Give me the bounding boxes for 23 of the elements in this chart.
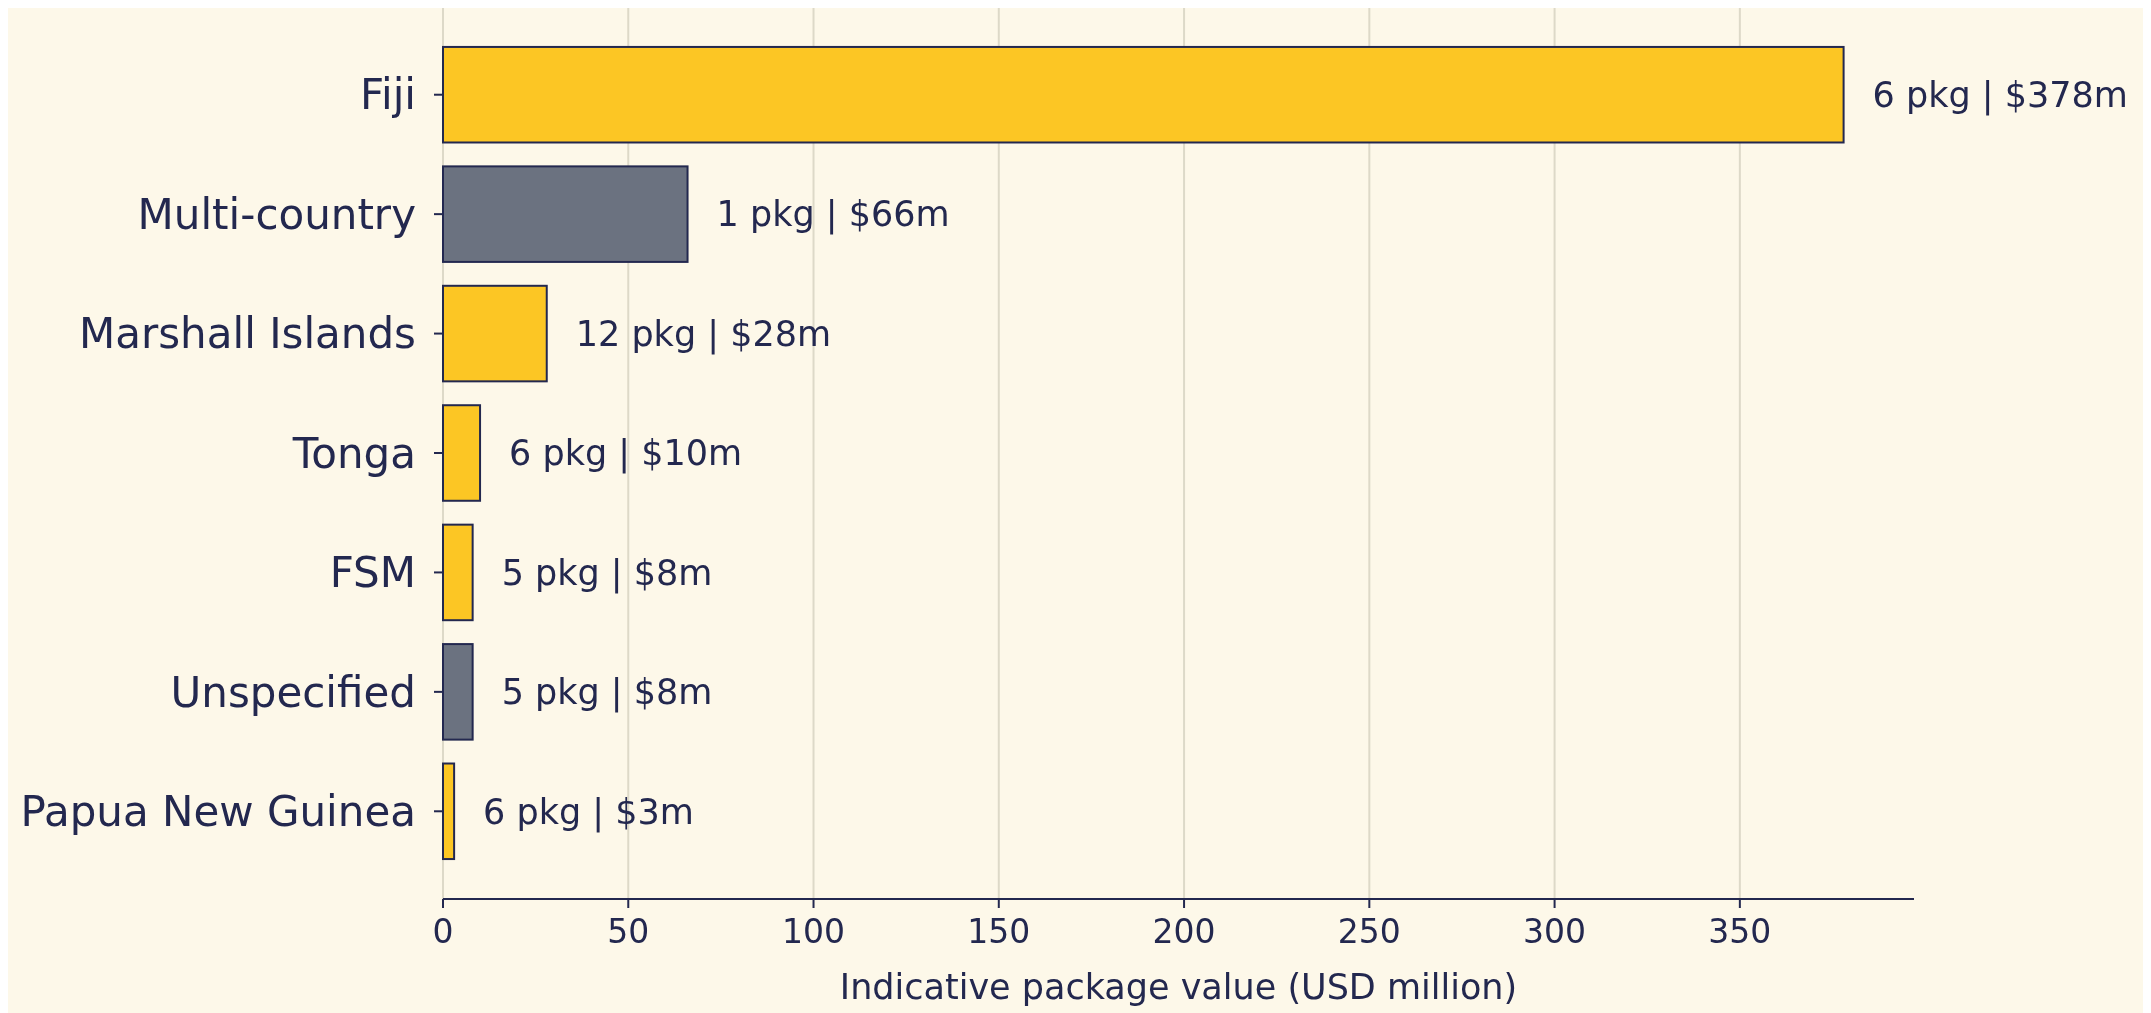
annotation: 5 pkg | $8m bbox=[501, 552, 713, 594]
y-tick-label: Fiji bbox=[359, 70, 416, 120]
x-axis-title: Indicative package value (USD million) bbox=[839, 967, 1518, 1007]
annotation: 6 pkg | $3m bbox=[483, 791, 694, 833]
x-tick-label: 250 bbox=[1337, 912, 1401, 951]
annotation: 5 pkg | $8m bbox=[501, 672, 713, 714]
y-tick-label: Marshall Islands bbox=[78, 309, 416, 359]
x-tick-label: 50 bbox=[607, 912, 650, 951]
x-tick-label: 150 bbox=[967, 912, 1031, 951]
y-tick-label: FSM bbox=[329, 548, 416, 598]
y-tick-label: Papua New Guinea bbox=[20, 786, 416, 836]
x-tick-label: 350 bbox=[1708, 912, 1772, 951]
y-tick-label: Tonga bbox=[291, 428, 416, 478]
y-tick-label: Unspecified bbox=[170, 667, 416, 717]
y-tick-label: Multi-country bbox=[137, 189, 416, 239]
annotation: 1 pkg | $66m bbox=[716, 194, 950, 236]
annotation: 6 pkg | $10m bbox=[509, 433, 743, 475]
x-tick-label: 200 bbox=[1152, 912, 1216, 951]
x-tick-label: 300 bbox=[1523, 912, 1587, 951]
x-tick-label: 0 bbox=[432, 912, 454, 951]
annotation: 12 pkg | $28m bbox=[575, 313, 832, 355]
annotation: 6 pkg | $378m bbox=[1872, 74, 2128, 116]
x-tick-label: 100 bbox=[782, 912, 846, 951]
